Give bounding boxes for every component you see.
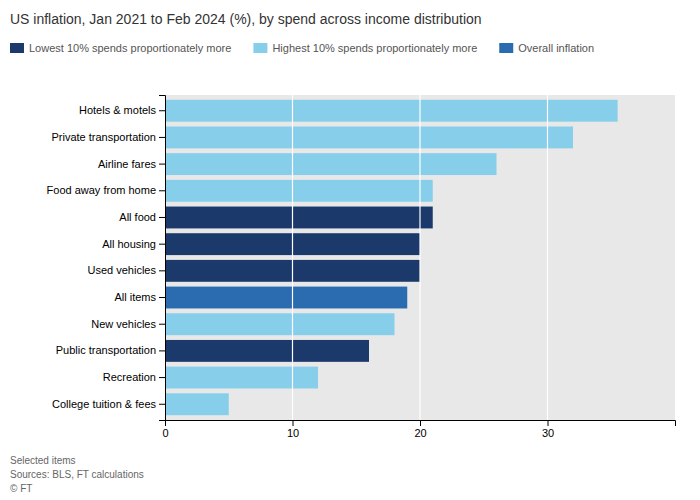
y-tick: Public transportation — [56, 344, 165, 356]
legend-swatch — [253, 43, 267, 53]
annotation: Selected items — [10, 455, 76, 466]
chart: US inflation, Jan 2021 to Feb 2024 (%), … — [0, 0, 700, 500]
y-axis-line — [159, 96, 166, 421]
x-tick: 20 — [414, 420, 426, 439]
legend-label: Lowest 10% spends proportionately more — [29, 42, 231, 54]
legend-swatch — [499, 43, 513, 53]
y-tick: Private transportation — [51, 131, 165, 143]
y-tick: Used vehicles — [88, 264, 165, 276]
grid-line — [292, 95, 293, 420]
bar — [165, 313, 395, 335]
legend-item: Lowest 10% spends proportionately more — [10, 42, 231, 54]
y-tick-label: College tuition & fees — [52, 398, 156, 410]
y-tick: Hotels & motels — [79, 104, 165, 116]
x-tick-label: 20 — [414, 427, 426, 439]
y-tick: All food — [119, 211, 165, 223]
y-tick: College tuition & fees — [52, 398, 165, 410]
x-tick-label: 0 — [162, 427, 168, 439]
bars — [165, 100, 618, 415]
y-tick-label: Hotels & motels — [79, 104, 157, 116]
y-tick-mark — [159, 217, 165, 218]
title: US inflation, Jan 2021 to Feb 2024 (%), … — [10, 11, 482, 27]
bar — [165, 393, 229, 415]
x-tick-mark — [420, 420, 421, 426]
grid-line — [419, 95, 420, 420]
y-tick-label: New vehicles — [91, 318, 156, 330]
y-axis: Hotels & motels Private transportation Air… — [47, 96, 166, 421]
x-tick: 10 — [287, 420, 299, 439]
legend: Lowest 10% spends proportionately more Hi… — [10, 42, 594, 54]
annotation: © FT — [10, 483, 32, 494]
bar — [165, 340, 369, 362]
y-tick-mark — [159, 377, 165, 378]
y-tick-mark — [159, 404, 165, 405]
grid — [165, 95, 548, 420]
x-tick: 30 — [542, 420, 554, 439]
bar — [165, 126, 573, 148]
bar — [165, 207, 433, 229]
bar — [165, 100, 618, 122]
y-tick-mark — [159, 164, 165, 165]
y-tick-mark — [159, 270, 165, 271]
y-tick: Food away from home — [47, 184, 165, 196]
y-tick-label: All items — [114, 291, 156, 303]
y-tick-label: Private transportation — [51, 131, 156, 143]
plot-background — [165, 95, 675, 420]
y-tick-mark — [159, 324, 165, 325]
footnote: Selected items Sources: BLS, FT calculati… — [10, 455, 144, 494]
y-tick: Recreation — [103, 371, 165, 383]
legend-label: Overall inflation — [518, 42, 594, 54]
y-tick-label: All housing — [102, 238, 156, 250]
legend-item: Highest 10% spends proportionately more — [253, 42, 477, 54]
x-tick-mark — [293, 420, 294, 426]
y-tick-mark — [159, 137, 165, 138]
y-tick-label: Airline fares — [98, 158, 157, 170]
y-tick-mark — [159, 297, 165, 298]
plot: 0 10 20 30 Hotels & motels Private transporta… — [47, 95, 676, 439]
y-tick: All items — [114, 291, 165, 303]
y-tick: Airline fares — [98, 158, 165, 170]
y-tick-mark — [159, 350, 165, 351]
bar — [165, 367, 318, 389]
bar — [165, 287, 407, 309]
grid-line — [547, 95, 548, 420]
y-tick-label: All food — [119, 211, 156, 223]
y-tick-mark — [159, 190, 165, 191]
x-tick-mark — [548, 420, 549, 426]
y-tick: All housing — [102, 238, 165, 250]
x-tick-label: 10 — [287, 427, 299, 439]
legend-item: Overall inflation — [499, 42, 594, 54]
legend-swatch — [10, 43, 24, 53]
legend-label: Highest 10% spends proportionately more — [272, 42, 477, 54]
y-tick-label: Recreation — [103, 371, 156, 383]
annotation: Sources: BLS, FT calculations — [10, 469, 144, 480]
bar — [165, 153, 497, 175]
y-tick-label: Used vehicles — [88, 264, 157, 276]
x-axis: 0 10 20 30 — [162, 420, 675, 439]
y-tick-label: Public transportation — [56, 344, 156, 356]
y-tick-label: Food away from home — [47, 184, 156, 196]
y-tick: New vehicles — [91, 318, 165, 330]
bar — [165, 180, 433, 202]
y-tick-mark — [159, 110, 165, 111]
y-tick-mark — [159, 244, 165, 245]
x-tick-label: 30 — [542, 427, 554, 439]
x-tick: 0 — [162, 420, 168, 439]
x-axis-line — [166, 421, 676, 427]
